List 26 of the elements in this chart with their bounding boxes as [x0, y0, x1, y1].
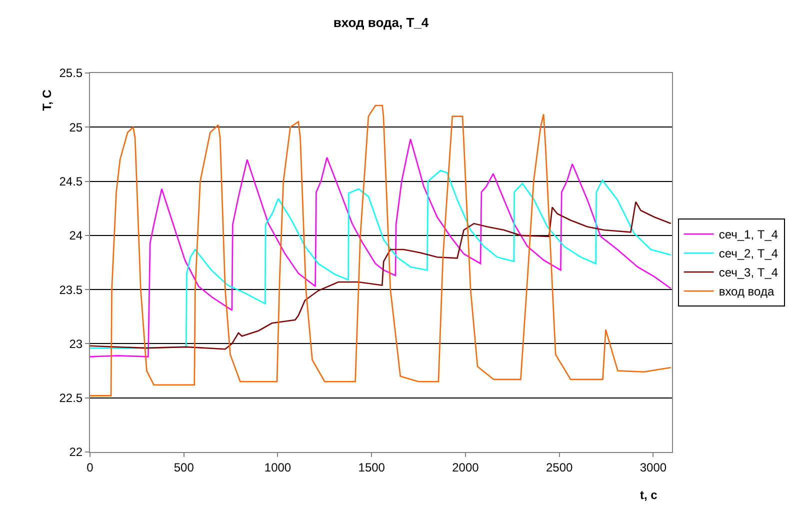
line-series [90, 104, 672, 396]
y-tick-label: 23.5 [59, 282, 83, 297]
legend-label: сеч_3, T_4 [718, 266, 778, 280]
x-tick-label: 2000 [452, 460, 480, 474]
y-axis-title: T, C [40, 89, 54, 111]
y-tick-label: 23 [69, 336, 83, 351]
legend-label: вход вода [718, 284, 774, 299]
y-tick-label: 22.5 [59, 391, 83, 406]
line-series [90, 138, 672, 358]
x-tick-label: 3000 [640, 460, 667, 474]
x-axis-title: t, c [640, 488, 658, 502]
line-series [90, 170, 672, 349]
y-tick-label: 25.5 [59, 66, 83, 80]
x-tick-label: 0 [86, 460, 94, 474]
y-tick-label: 24.5 [59, 174, 83, 188]
y-tick-label: 22 [69, 445, 83, 460]
line-series [90, 201, 672, 350]
x-tick-label: 500 [174, 460, 194, 474]
x-tick-label: 2500 [546, 460, 574, 474]
x-tick-label: 1000 [264, 460, 292, 474]
legend-label: сеч_1, T_4 [718, 228, 778, 242]
y-tick-label: 24 [69, 228, 83, 243]
y-tick-label: 25 [69, 120, 83, 134]
x-tick-label: 1500 [358, 460, 386, 474]
chart-title: вход вода, T_4 [333, 15, 430, 30]
legend-label: сеч_2, T_4 [718, 246, 778, 261]
